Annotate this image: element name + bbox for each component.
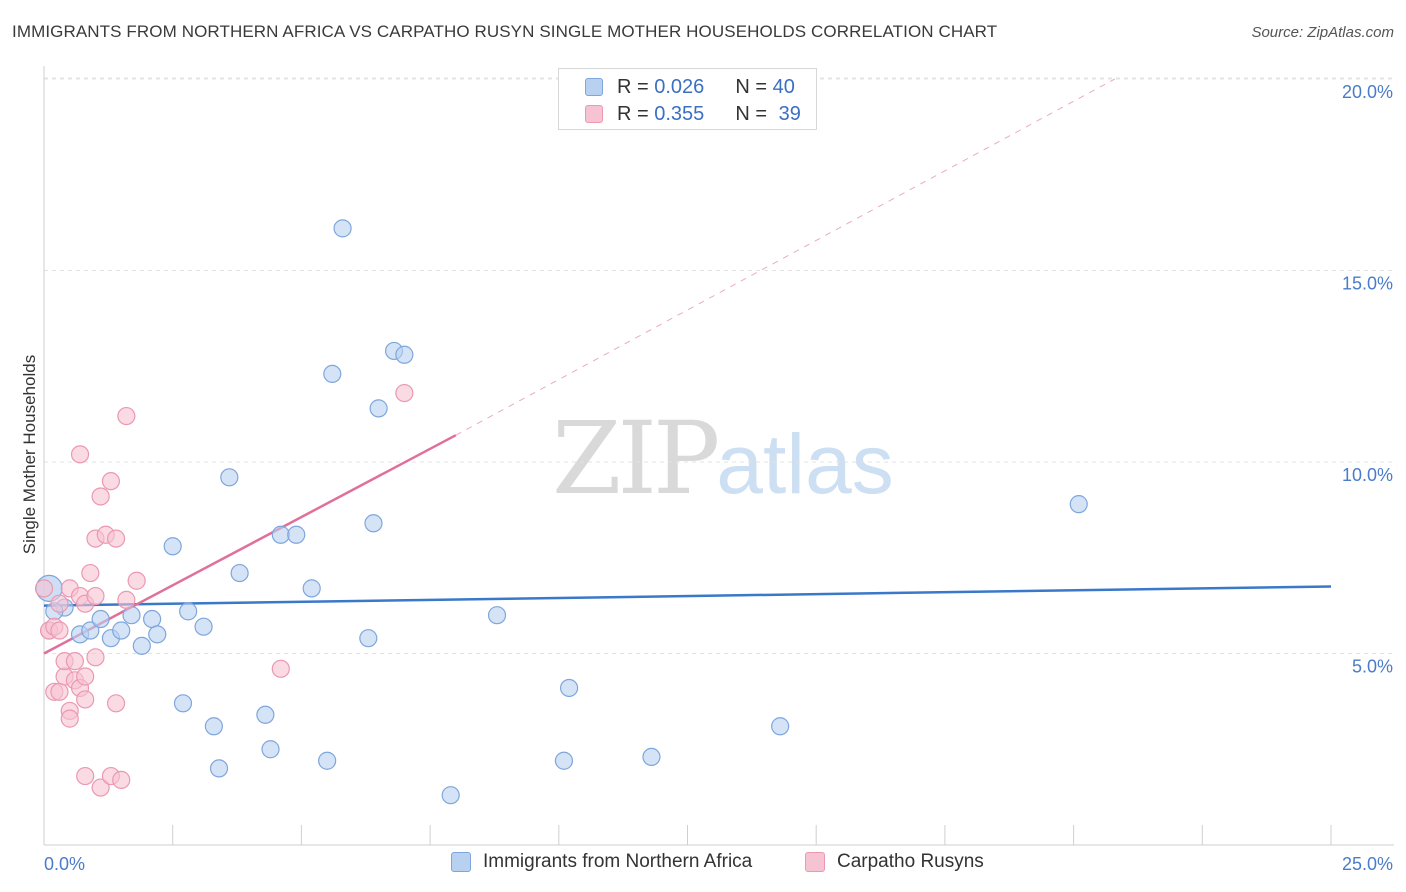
trend-line-northern-africa	[43, 585, 1332, 607]
point-carpatho-rusyns	[76, 667, 95, 686]
point-northern-africa	[261, 740, 280, 759]
legend-swatch-blue	[585, 78, 603, 96]
trend-lines	[43, 78, 1332, 655]
point-northern-africa	[323, 364, 342, 384]
point-carpatho-rusyns	[127, 571, 146, 590]
y-tick-label: 5.0%	[1352, 657, 1393, 677]
point-northern-africa	[364, 514, 383, 533]
y-tick-label: 10.0%	[1342, 465, 1393, 485]
point-carpatho-rusyns	[117, 406, 136, 426]
point-carpatho-rusyns	[76, 766, 95, 786]
point-northern-africa	[143, 609, 162, 629]
point-northern-africa	[487, 606, 507, 625]
point-carpatho-rusyns	[91, 778, 110, 797]
point-northern-africa	[179, 602, 198, 621]
data-points	[34, 219, 1088, 805]
watermark: ZIPatlas	[552, 400, 894, 517]
point-northern-africa	[771, 717, 790, 736]
legend-r-value: 0.355	[654, 102, 705, 125]
point-northern-africa	[230, 563, 249, 583]
y-axis-label: Single Mother Households	[20, 355, 39, 554]
legend-n-value: 39	[778, 102, 801, 125]
legend-swatch-pink	[585, 105, 603, 123]
point-carpatho-rusyns	[86, 586, 105, 606]
point-carpatho-rusyns	[34, 579, 54, 598]
point-carpatho-rusyns	[395, 383, 414, 403]
legend-item-northern-africa[interactable]: Immigrants from Northern Africa	[451, 851, 752, 873]
legend-n-value: 40	[772, 75, 795, 98]
point-northern-africa	[318, 751, 337, 770]
point-carpatho-rusyns	[50, 682, 69, 701]
correlation-legend: R = 0.026 N = 40 R = 0.355 N = 39	[558, 68, 817, 130]
point-northern-africa	[256, 705, 275, 724]
point-carpatho-rusyns	[91, 487, 110, 506]
point-carpatho-rusyns	[106, 529, 126, 548]
point-carpatho-rusyns	[101, 472, 121, 491]
point-carpatho-rusyns	[81, 563, 100, 583]
legend-row-blue: R = 0.026 N = 40	[585, 75, 795, 99]
point-northern-africa	[220, 468, 239, 487]
point-carpatho-rusyns	[86, 648, 105, 667]
point-carpatho-rusyns	[117, 590, 136, 609]
point-northern-africa	[642, 747, 661, 767]
point-northern-africa	[209, 759, 229, 778]
watermark-atlas: atlas	[716, 417, 894, 511]
point-northern-africa	[333, 219, 352, 238]
point-northern-africa	[1069, 495, 1088, 514]
trend-line-carpatho-rusyns	[43, 434, 457, 655]
point-carpatho-rusyns	[112, 770, 131, 789]
watermark-zip: ZIP	[552, 400, 720, 517]
point-carpatho-rusyns	[60, 709, 79, 728]
point-carpatho-rusyns	[70, 445, 90, 464]
point-northern-africa	[554, 751, 574, 770]
point-northern-africa	[91, 609, 110, 629]
point-northern-africa	[148, 625, 167, 644]
point-northern-africa	[302, 579, 321, 598]
point-carpatho-rusyns	[50, 594, 69, 613]
chart-title: IMMIGRANTS FROM NORTHERN AFRICA VS CARPA…	[12, 22, 998, 41]
tick-labels: 5.0% 10.0% 15.0% 20.0% 0.0% 25.0% Single Mothe…	[20, 82, 1393, 874]
trend-line-carpatho-rusyns	[455, 78, 1116, 436]
point-northern-africa	[81, 621, 100, 640]
point-carpatho-rusyns	[50, 621, 69, 640]
point-carpatho-rusyns	[271, 659, 290, 678]
x-tick-label: 0.0%	[44, 854, 85, 874]
point-carpatho-rusyns	[65, 652, 84, 671]
point-carpatho-rusyns	[76, 690, 95, 709]
y-tick-label: 15.0%	[1342, 274, 1393, 294]
point-northern-africa	[112, 621, 131, 640]
series-legend: Immigrants from Northern Africa Carpatho…	[0, 851, 1406, 879]
legend-n-label: N =	[735, 102, 768, 125]
point-northern-africa	[395, 345, 414, 364]
legend-label-northern-africa: Immigrants from Northern Africa	[483, 851, 753, 872]
legend-r-value: 0.026	[654, 75, 705, 98]
point-northern-africa	[173, 694, 193, 713]
legend-r-label: R =	[617, 75, 649, 98]
point-northern-africa	[163, 537, 182, 556]
point-northern-africa	[559, 678, 579, 698]
point-carpatho-rusyns	[106, 694, 126, 713]
point-northern-africa	[204, 717, 223, 736]
source-credit: Source: ZipAtlas.com	[1251, 24, 1394, 41]
legend-n-label: N =	[735, 75, 768, 98]
point-northern-africa	[271, 525, 290, 544]
legend-label-carpatho-rusyns: Carpatho Rusyns	[837, 851, 984, 872]
legend-item-carpatho-rusyns[interactable]: Carpatho Rusyns	[805, 851, 984, 873]
point-northern-africa	[369, 399, 388, 418]
legend-swatch-pink	[805, 852, 825, 872]
legend-swatch-blue	[451, 852, 471, 872]
point-northern-africa	[194, 617, 213, 636]
point-northern-africa	[287, 525, 306, 544]
y-tick-label: 20.0%	[1342, 82, 1393, 102]
x-tick-label: 25.0%	[1342, 854, 1393, 874]
point-northern-africa	[132, 636, 151, 655]
point-northern-africa	[122, 606, 141, 625]
point-northern-africa	[441, 786, 460, 805]
legend-r-label: R =	[617, 102, 649, 125]
legend-row-pink: R = 0.355 N = 39	[585, 102, 801, 126]
axes	[43, 66, 1394, 846]
point-northern-africa	[359, 629, 378, 648]
